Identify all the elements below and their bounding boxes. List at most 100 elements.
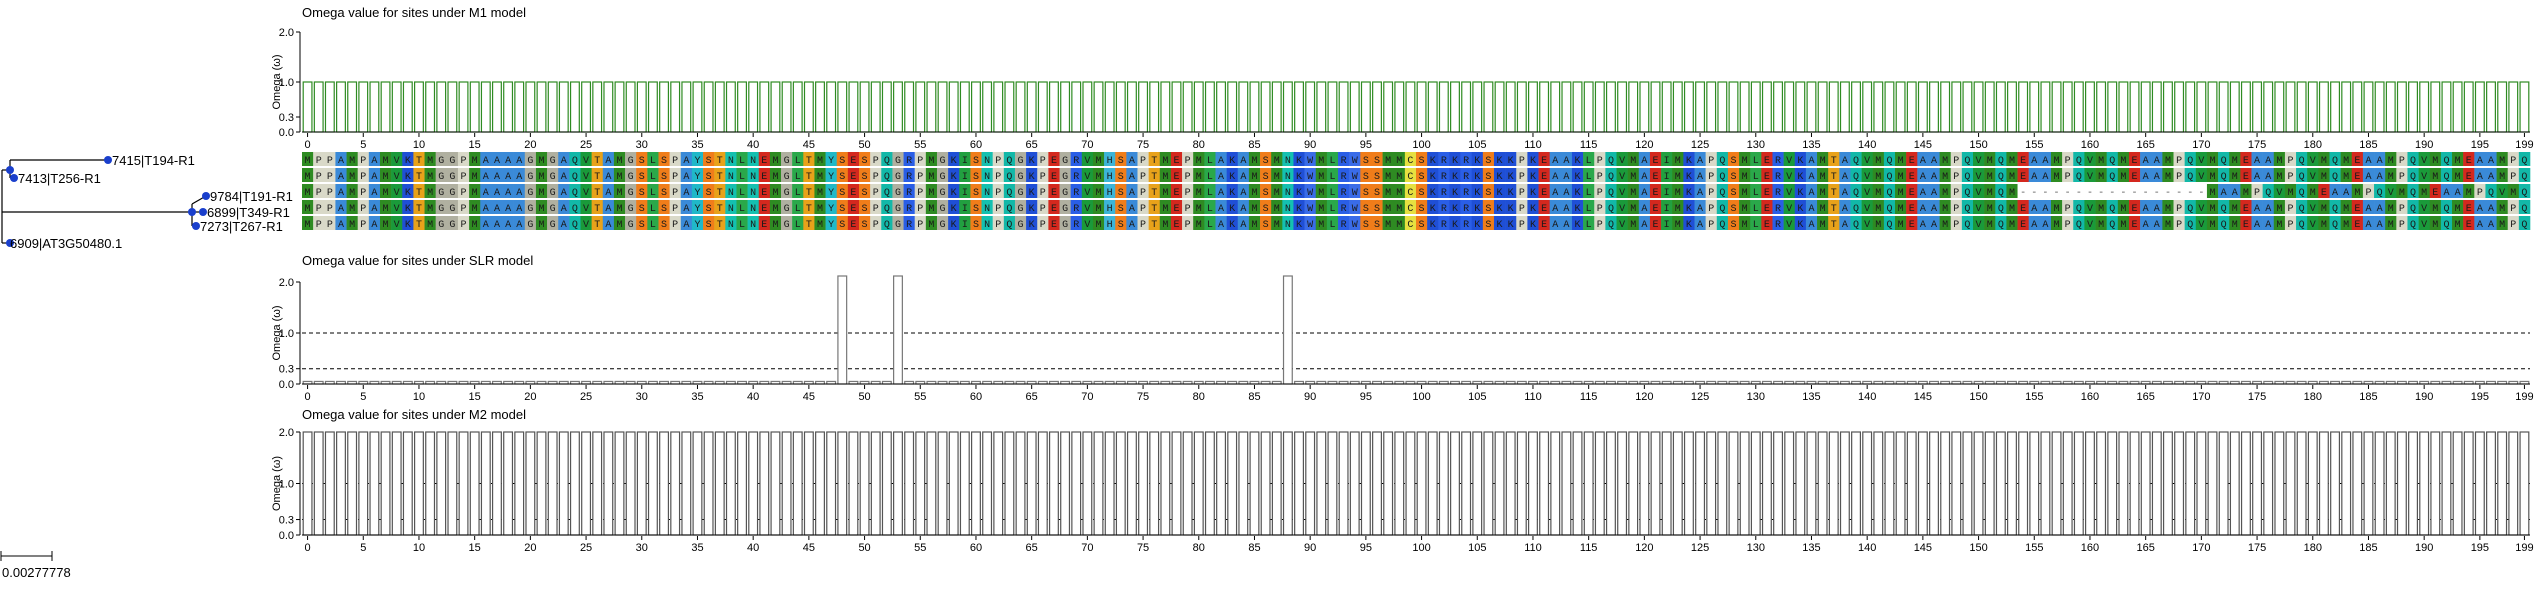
x-tick-label: 85 — [1248, 542, 1260, 554]
residue-cell — [602, 152, 615, 166]
omega-bar — [1372, 81, 1382, 133]
residue-cell — [1048, 152, 1060, 166]
residue-letter: G — [895, 172, 901, 183]
residue-cell — [792, 152, 804, 166]
residue-cell — [1750, 184, 1762, 198]
residue-letter: S — [1730, 188, 1736, 199]
residue-cell — [1505, 168, 1517, 182]
residue-cell — [1293, 168, 1305, 182]
omega-bar — [659, 431, 670, 536]
residue-cell — [1794, 184, 1807, 198]
residue-letter: M — [2210, 172, 2216, 183]
omega-bar — [826, 431, 837, 536]
residue-cell — [2173, 152, 2185, 166]
residue-letter: A — [561, 156, 567, 167]
residue-letter: K — [405, 172, 411, 183]
residue-cell — [2028, 200, 2041, 214]
residue-cell — [402, 168, 414, 182]
residue-cell — [803, 152, 815, 166]
residue-letter: M — [1196, 156, 1202, 167]
residue-cell — [2240, 216, 2252, 230]
residue-letter: M — [2455, 204, 2461, 215]
residue-letter: L — [1329, 220, 1335, 231]
omega-bar — [1672, 81, 1683, 133]
residue-letter: Q — [2443, 220, 2449, 231]
residue-cell — [1003, 184, 1016, 198]
residue-letter: N — [984, 172, 990, 183]
residue-cell — [1115, 216, 1127, 230]
residue-letter: G — [895, 204, 901, 215]
residue-letter: L — [1207, 220, 1213, 231]
residue-cell — [2463, 184, 2475, 198]
residue-cell — [1427, 168, 1439, 182]
residue-letter: S — [639, 188, 645, 199]
residue-letter: P — [873, 188, 879, 199]
residue-cell — [357, 216, 370, 230]
residue-letter: A — [1552, 204, 1558, 215]
residue-cell — [1070, 200, 1083, 214]
residue-letter: P — [995, 156, 1001, 167]
residue-cell — [1538, 184, 1550, 198]
residue-letter: A — [1697, 172, 1703, 183]
residue-cell — [1081, 184, 1094, 198]
residue-cell — [870, 184, 882, 198]
omega-bar — [358, 81, 369, 133]
residue-cell — [2396, 184, 2408, 198]
residue-letter: Q — [1853, 188, 1859, 199]
residue-cell — [2362, 216, 2375, 230]
omega-bar — [2140, 431, 2151, 536]
residue-cell — [925, 200, 938, 214]
residue-letter: V — [2499, 188, 2505, 199]
residue-cell — [959, 184, 971, 198]
residue-letter: M — [1196, 188, 1202, 199]
residue-cell — [658, 152, 670, 166]
residue-cell — [1772, 200, 1784, 214]
residue-cell — [2062, 168, 2074, 182]
residue-cell — [2006, 152, 2018, 166]
residue-letter: Q — [2187, 220, 2193, 231]
omega-bar — [859, 431, 870, 536]
residue-letter: T — [1831, 204, 1837, 215]
residue-letter: E — [761, 172, 767, 183]
residue-cell — [1694, 216, 1706, 230]
residue-letter: - — [2176, 188, 2182, 199]
residue-cell — [524, 184, 537, 198]
omega-bar — [1182, 431, 1193, 536]
residue-letter: Q — [1998, 172, 2004, 183]
omega-bar — [358, 431, 369, 536]
residue-cell — [948, 184, 960, 198]
residue-cell — [391, 184, 403, 198]
residue-cell — [1571, 216, 1584, 230]
phylogenetic-tree: 7415|T194-R17413|T256-R19784|T191-R16899… — [1, 153, 293, 251]
residue-cell — [892, 216, 904, 230]
residue-letter: Q — [1998, 220, 2004, 231]
residue-letter: Q — [2109, 172, 2115, 183]
omega-bar — [1817, 431, 1828, 536]
residue-letter: G — [895, 156, 901, 167]
residue-cell — [2117, 152, 2130, 166]
residue-cell — [2162, 152, 2174, 166]
residue-letter: Q — [884, 156, 890, 167]
residue-letter: M — [2009, 204, 2015, 215]
omega-bar — [948, 81, 959, 133]
residue-cell — [914, 152, 927, 166]
residue-cell — [2429, 216, 2442, 230]
residue-letter: M — [383, 156, 389, 167]
residue-cell — [1616, 216, 1628, 230]
residue-cell — [714, 184, 726, 198]
residue-cell — [736, 216, 748, 230]
x-tick-label: 100 — [1412, 542, 1430, 554]
residue-letter: P — [461, 204, 467, 215]
residue-letter: M — [817, 220, 823, 231]
residue-cell — [1594, 168, 1606, 182]
omega-bar — [1617, 81, 1628, 133]
omega-bar — [1516, 431, 1527, 536]
residue-letter: K — [1229, 156, 1235, 167]
residue-letter: M — [1385, 172, 1391, 183]
residue-cell — [1493, 184, 1506, 198]
residue-cell — [948, 200, 960, 214]
residue-letter: L — [1207, 188, 1213, 199]
omega-bar — [737, 81, 747, 133]
residue-letter: V — [2087, 220, 2093, 231]
omega-bar — [2185, 431, 2196, 536]
